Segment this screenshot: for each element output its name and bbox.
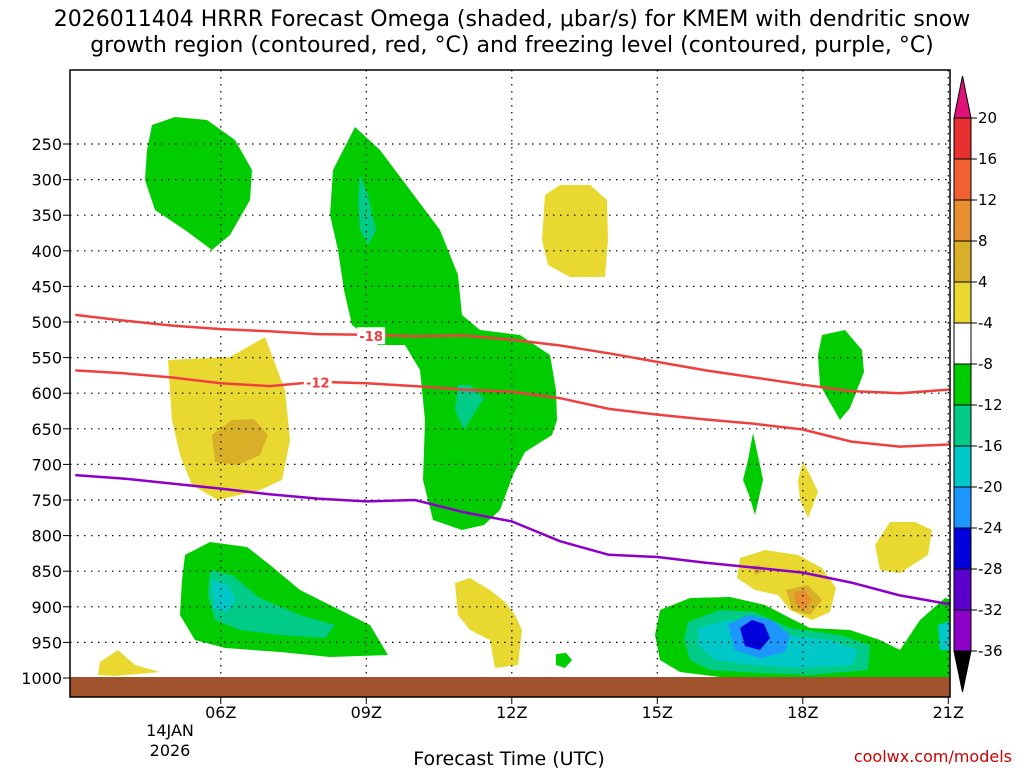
- contour-label: -18: [359, 330, 383, 345]
- colorbar-band: [953, 322, 972, 365]
- x-tick-label: 18Z: [787, 703, 818, 722]
- y-tick-label: 850: [31, 562, 62, 581]
- y-tick-label: 600: [31, 384, 62, 403]
- omega-region: [98, 650, 160, 676]
- colorbar-band: [953, 117, 972, 160]
- colorbar-label: -24: [978, 519, 1003, 537]
- colorbar-label: 16: [978, 150, 997, 168]
- colorbar-label: -12: [978, 396, 1003, 414]
- chart-title-line1: 2026011404 HRRR Forecast Omega (shaded, …: [54, 7, 970, 32]
- omega-region: [740, 620, 770, 650]
- plot-area: -18 -12: [70, 70, 950, 697]
- colorbar-band: [953, 527, 972, 570]
- omega-region: [455, 578, 522, 668]
- omega-region: [794, 590, 812, 610]
- colorbar-label: -36: [978, 642, 1003, 660]
- dgz_-18C-contour: [75, 313, 950, 395]
- colorbar-band: [953, 609, 972, 652]
- omega-region: [330, 127, 557, 530]
- freezing_0C-contour: [75, 473, 950, 606]
- colorbar-label: -8: [978, 355, 993, 373]
- colorbar-label: 4: [978, 273, 988, 291]
- contour-label-bg: [357, 327, 386, 345]
- x-axis-title: Forecast Time (UTC): [413, 748, 604, 768]
- colorbar-label: 8: [978, 232, 988, 250]
- colorbar-label: 20: [978, 109, 997, 127]
- x-tick-label: 06Z: [205, 703, 236, 722]
- omega-region: [168, 337, 290, 500]
- omega-region: [875, 522, 932, 573]
- y-tick-label: 700: [31, 455, 62, 474]
- colorbar-band: [953, 158, 972, 201]
- colorbar-label: -16: [978, 437, 1003, 455]
- colorbar: 20 16 12 8 4 -4 -8 -12 -16 -20 -24 -28 -32 -36: [953, 75, 1003, 693]
- contour-label: -12: [306, 377, 330, 392]
- colorbar-band: [953, 281, 972, 324]
- omega-shading: [98, 117, 950, 680]
- y-tick-label: 550: [31, 349, 62, 368]
- colorbar-band: [953, 568, 972, 611]
- omega-region: [743, 433, 763, 515]
- colorbar-band: [953, 199, 972, 242]
- x-tick-label: 15Z: [642, 703, 673, 722]
- omega-region: [798, 462, 818, 518]
- dgz_-12C-contour: [75, 369, 950, 448]
- x-tick-label: 12Z: [496, 703, 527, 722]
- colorbar-label: 12: [978, 191, 997, 209]
- colorbar-label: -28: [978, 560, 1003, 578]
- contour-lines: [75, 313, 950, 606]
- omega-region: [208, 570, 335, 638]
- omega-region: [556, 653, 572, 668]
- omega-region: [818, 330, 864, 420]
- colorbar-band: [953, 486, 972, 529]
- y-tick-label: 750: [31, 491, 62, 510]
- plot-frame: [69, 69, 951, 698]
- y-tick-label: 450: [31, 277, 62, 296]
- y-tick-label: 500: [31, 313, 62, 332]
- colorbar-top-arrow: [953, 75, 972, 119]
- credit-text: coolwx.com/models: [854, 747, 1012, 766]
- y-tick-label: 1000: [21, 669, 62, 688]
- colorbar-band: [953, 404, 972, 447]
- chart-title-line2: growth region (contoured, red, °C) and f…: [90, 33, 934, 58]
- y-tick-label: 800: [31, 527, 62, 546]
- date-label-day: 14JAN: [146, 721, 194, 740]
- y-tick-label: 900: [31, 598, 62, 617]
- omega-region: [212, 419, 268, 465]
- omega-region: [455, 385, 484, 430]
- colorbar-band: [953, 445, 972, 488]
- omega-region: [542, 185, 608, 277]
- colorbar-band: [953, 363, 972, 406]
- y-tick-label: 650: [31, 420, 62, 439]
- colorbar-bottom-arrow: [953, 650, 972, 693]
- contour-label-bg: [303, 373, 332, 391]
- y-axis: 250 300 350 400 450 500 550 600 650 700 750 800 850 9…: [21, 135, 70, 688]
- y-tick-label: 300: [31, 171, 62, 190]
- y-tick-label: 250: [31, 135, 62, 154]
- colorbar-label: -32: [978, 601, 1003, 619]
- ground-layer: [70, 677, 950, 697]
- y-tick-label: 400: [31, 242, 62, 261]
- date-label-year: 2026: [150, 741, 191, 760]
- x-tick-label: 21Z: [933, 703, 964, 722]
- omega-region: [358, 175, 376, 245]
- omega-region: [938, 620, 950, 650]
- x-axis: 06Z 09Z 12Z 15Z 18Z 21Z: [205, 697, 964, 722]
- contour-labels: -18 -12: [303, 327, 386, 392]
- colorbar-band: [953, 240, 972, 283]
- x-tick-label: 09Z: [351, 703, 382, 722]
- omega-region: [212, 580, 236, 612]
- y-tick-label: 350: [31, 206, 62, 225]
- colorbar-label: -4: [978, 314, 993, 332]
- omega-region: [145, 117, 252, 250]
- colorbar-label: -20: [978, 478, 1003, 496]
- y-tick-label: 950: [31, 633, 62, 652]
